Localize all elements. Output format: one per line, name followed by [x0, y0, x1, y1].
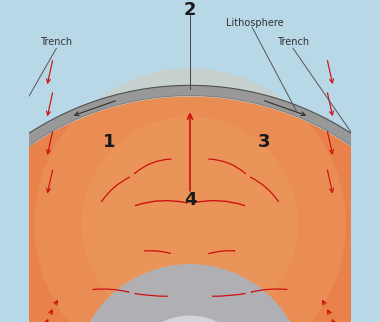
FancyArrowPatch shape — [193, 201, 244, 205]
Circle shape — [34, 68, 346, 322]
FancyArrowPatch shape — [213, 294, 245, 296]
Polygon shape — [0, 85, 380, 322]
FancyArrowPatch shape — [135, 294, 167, 296]
FancyArrowPatch shape — [93, 289, 128, 292]
FancyArrowPatch shape — [102, 177, 130, 201]
FancyArrowPatch shape — [250, 177, 278, 201]
Circle shape — [74, 264, 306, 322]
Circle shape — [82, 117, 298, 322]
Text: Trench: Trench — [277, 37, 309, 47]
Text: 2: 2 — [184, 1, 196, 19]
FancyArrowPatch shape — [144, 251, 170, 253]
Circle shape — [126, 316, 254, 322]
FancyArrowPatch shape — [209, 159, 245, 174]
Polygon shape — [0, 97, 380, 322]
Text: 4: 4 — [184, 191, 196, 209]
Text: Lithosphere: Lithosphere — [226, 17, 283, 28]
FancyArrowPatch shape — [136, 201, 187, 205]
Text: 3: 3 — [258, 133, 270, 151]
FancyArrowPatch shape — [252, 289, 287, 292]
Text: 1: 1 — [103, 133, 116, 151]
FancyArrowPatch shape — [135, 159, 171, 174]
FancyArrowPatch shape — [209, 251, 235, 254]
Text: Trench: Trench — [40, 37, 73, 47]
